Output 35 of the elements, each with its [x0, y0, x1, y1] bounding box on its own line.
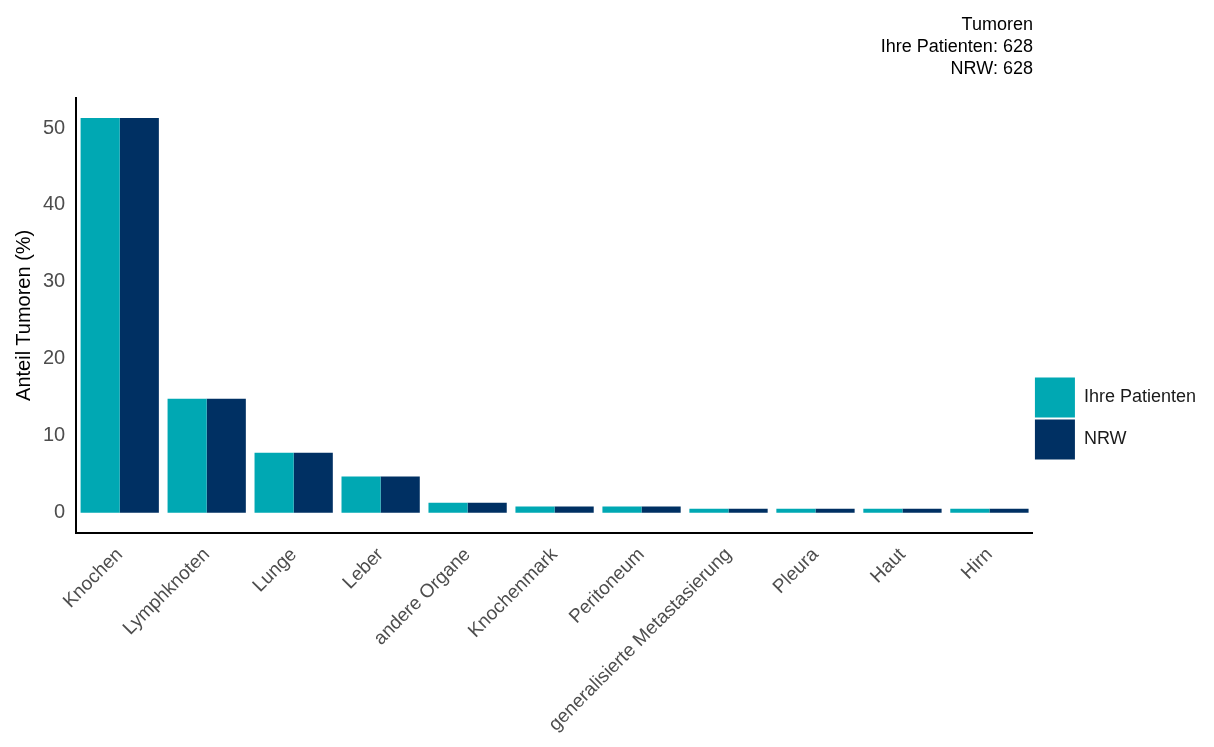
bar: [863, 508, 903, 513]
legend-label: NRW: [1083, 428, 1127, 449]
bar: [167, 398, 207, 513]
bar: [902, 508, 942, 513]
legend-label: Ihre Patienten: [1083, 386, 1196, 407]
bar: [989, 508, 1029, 513]
bar: [950, 508, 990, 513]
y-tick-label: 0: [54, 500, 66, 523]
bar: [380, 476, 420, 513]
y-tick-label: 40: [43, 192, 66, 215]
bar: [254, 452, 294, 513]
text: NRW: 628: [950, 57, 1033, 78]
y-tick-label: 20: [43, 346, 66, 369]
y-tick-label: 50: [43, 115, 66, 138]
bar: [689, 508, 729, 513]
y-tick-label: 10: [43, 423, 66, 446]
bar: [602, 506, 642, 513]
y-tick-label: 30: [43, 269, 66, 292]
bar: [428, 502, 468, 513]
x-tick-label: Hirn: [956, 543, 996, 583]
bar: [554, 506, 594, 513]
bar: [815, 508, 855, 513]
bar: [515, 506, 555, 513]
bar: [467, 502, 507, 513]
bar: [641, 506, 681, 513]
bar: [341, 476, 381, 513]
text: Ihre Patienten: 628: [880, 35, 1033, 56]
bar: [80, 118, 120, 513]
bar: [206, 398, 246, 513]
y-axis-title: Anteil Tumoren (%): [11, 229, 34, 401]
bar: [776, 508, 816, 513]
bar: [728, 508, 768, 513]
bar: [293, 452, 333, 513]
chart-title: Tumoren: [961, 13, 1033, 34]
bar: [119, 118, 159, 513]
